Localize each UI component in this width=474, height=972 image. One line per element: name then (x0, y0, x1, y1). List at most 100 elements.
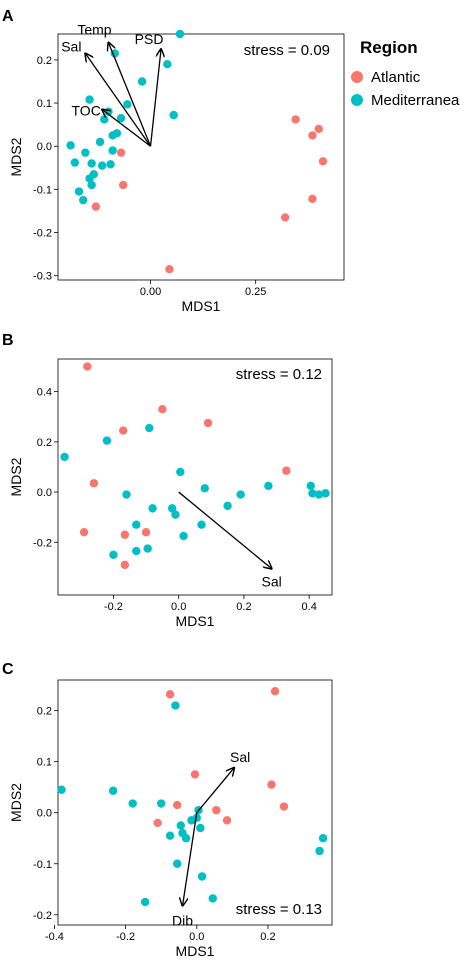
panel-a-vector-psd (149, 49, 162, 147)
panel-c-y-tick-label: -0.1 (33, 859, 52, 871)
panel-c-stress-label: stress = 0.13 (236, 901, 322, 918)
panel-c-x-tick-label: -0.4 (45, 931, 64, 943)
panel-a-y-tick-label: -0.2 (33, 228, 52, 240)
panel-c-y-tick-label: 0.0 (37, 808, 52, 820)
panel-a-y-tick-label: 0.1 (37, 98, 52, 110)
panel-a-point-atlantic (308, 194, 317, 204)
panel-c-vector-sal (196, 768, 234, 814)
panel-b-y-tick-label: -0.2 (33, 537, 52, 549)
panel-a-point-mediterranea (66, 141, 75, 150)
panel-a-point-atlantic (308, 131, 317, 140)
panel-b-point-mediterranea (176, 467, 185, 477)
panel-c-point-mediterranea (197, 872, 207, 881)
panel-a-x-tick-label: 0.25 (245, 286, 266, 298)
panel-a-point-mediterranea (70, 158, 80, 167)
panel-a-point-atlantic (165, 265, 174, 274)
panel-c-point-mediterranea (176, 821, 185, 830)
panel-a-plot: 0.00 0.25 -0.3 -0.2 -0.1 0.0 0.1 0.2 MDS1 MDS2 str… (8, 22, 345, 314)
panel-a-point-mediterranea (74, 187, 84, 196)
panel-b-point-mediterranea (167, 504, 177, 513)
panel-a-vector-label-toc: TOC (72, 103, 101, 119)
panel-b-y-axis-title: MDS2 (8, 457, 24, 496)
panel-a-x-tick-label: 0.00 (140, 286, 161, 298)
panel-a-point-mediterranea (169, 110, 178, 120)
panel-a-point-mediterranea (137, 77, 147, 86)
panel-a-vector-toc (102, 110, 151, 147)
panel-c-point-mediterranea (181, 834, 191, 843)
panel-b-point-mediterranea (148, 504, 157, 513)
panel-c-x-axis-title: MDS1 (176, 943, 215, 959)
panel-b-point-mediterranea (314, 490, 324, 499)
panel-b-x-tick-label: 0.2 (236, 601, 251, 613)
panel-b-x-tick-label: -0.2 (104, 601, 123, 613)
panel-a-point-mediterranea (116, 113, 126, 123)
panel-a-point-atlantic (116, 148, 126, 157)
panel-c-y-tick-label: -0.2 (33, 910, 52, 922)
panel-a-vector-sal (85, 53, 152, 147)
panel-b-point-atlantic (79, 528, 89, 537)
panel-a-vector-label-temp: Temp (77, 22, 111, 38)
panel-c-x-tick-label: 0.2 (260, 931, 275, 943)
panel-a-y-tick-label: 0.0 (37, 141, 52, 153)
panel-b-point-mediterranea (109, 550, 118, 560)
panel-b-point-atlantic (282, 466, 291, 475)
legend-key-mediterranea (351, 94, 363, 106)
panel-b-point-atlantic (141, 528, 151, 537)
panel-c-point-atlantic (153, 818, 162, 828)
panel-a-point-mediterranea (79, 195, 88, 205)
panel-b-point-mediterranea (264, 481, 273, 490)
panel-a-point-mediterranea (97, 161, 107, 170)
panel-b-point-atlantic (120, 560, 130, 570)
panel-b-point-atlantic (158, 405, 167, 414)
panel-b-point-mediterranea (321, 489, 330, 498)
panel-a-point-mediterranea (100, 115, 109, 124)
panel-c-point-atlantic (212, 805, 221, 815)
panel-c-vector-dib (183, 812, 198, 906)
panel-c-point-mediterranea (57, 785, 66, 794)
panel-c-point-mediterranea (196, 823, 205, 833)
panel-b-y-tick-label: 0.2 (37, 437, 52, 449)
panel-c-point-atlantic (190, 770, 200, 779)
panel-c-x-tick-label: 0.0 (189, 931, 204, 943)
panel-a-point-mediterranea (85, 95, 94, 104)
panel-a-point-atlantic (291, 115, 300, 124)
panel-a-y-tick-label: -0.1 (33, 184, 52, 196)
panel-c-point-mediterranea (208, 894, 217, 903)
panel-b-point-mediterranea (200, 484, 209, 493)
legend-label-mediterranea: Mediterranea (371, 92, 460, 109)
panel-a-point-atlantic (91, 202, 101, 211)
panel-b-point-mediterranea (308, 489, 317, 498)
panel-a-vector-temp (108, 43, 152, 147)
panel-a-point-mediterranea (123, 100, 132, 109)
panel-c-vector-label-dib: Dib (172, 913, 193, 929)
panel-a-vector-label-sal: Sal (61, 38, 81, 54)
panel-b-x-axis-title: MDS1 (176, 613, 215, 629)
panel-b-point-atlantic (83, 362, 92, 371)
panel-a-point-mediterranea (87, 180, 96, 190)
panel-c-vector-label-sal: Sal (230, 749, 250, 765)
panel-a-point-atlantic (118, 180, 128, 190)
panel-b-point-atlantic (203, 418, 213, 428)
legend-label-atlantic: Atlantic (371, 69, 421, 86)
panel-a-x-axis-title: MDS1 (182, 298, 221, 314)
panel-b-point-mediterranea (60, 452, 69, 462)
panel-b-point-mediterranea (197, 520, 206, 529)
panel-letter-a: A (2, 8, 14, 25)
panel-a-point-atlantic (318, 157, 328, 166)
panel-b-point-mediterranea (223, 501, 232, 511)
panel-c-point-mediterranea (315, 846, 324, 856)
panel-b-point-atlantic (89, 479, 99, 488)
panel-c-point-atlantic (267, 780, 276, 789)
panel-b-point-atlantic (120, 530, 130, 539)
panel-c-point-atlantic (270, 687, 280, 696)
panel-c-plot: -0.4 -0.2 0.0 0.2 -0.2 -0.1 0.0 0.1 0.2 MDS1 MDS2 s… (8, 679, 333, 959)
panel-a-y-tick-label: 0.2 (37, 55, 52, 67)
panel-c-point-atlantic (222, 816, 232, 825)
panel-b-point-mediterranea (122, 490, 131, 499)
panel-b-stress-label: stress = 0.12 (236, 366, 322, 383)
panel-b-point-atlantic (119, 426, 128, 435)
panel-c-x-tick-label: -0.2 (116, 931, 135, 943)
panel-a-point-mediterranea (112, 129, 122, 138)
panel-c-frame (57, 679, 333, 926)
panel-a-point-mediterranea (163, 60, 172, 69)
